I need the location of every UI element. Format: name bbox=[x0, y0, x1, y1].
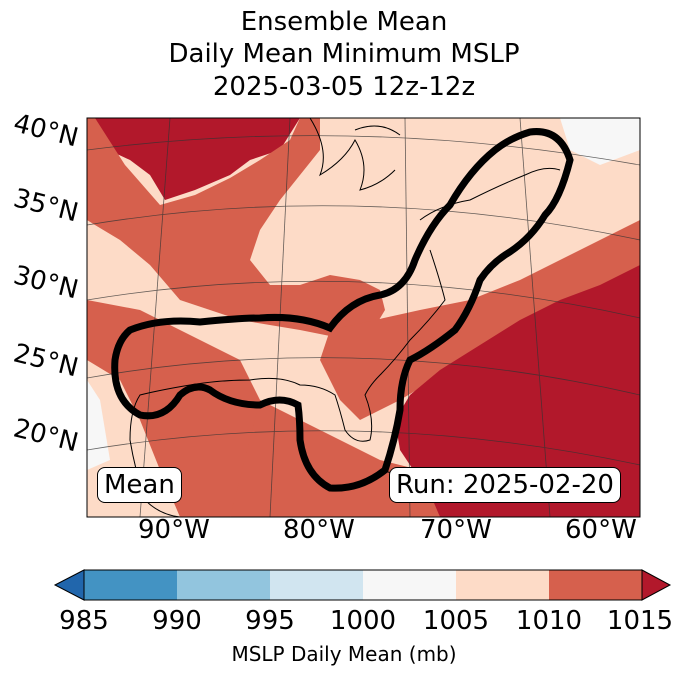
pressure-band-gulf bbox=[230, 400, 440, 517]
colorbar-bin-990-995 bbox=[177, 570, 270, 600]
lon-label-60w: 60°W bbox=[565, 515, 637, 545]
colorbar bbox=[53, 569, 672, 601]
pressure-neutral-northeast bbox=[560, 118, 640, 165]
colorbar-tick-985: 985 bbox=[59, 606, 109, 636]
colorbar-bin-1010-1015 bbox=[549, 570, 642, 600]
pressure-high-northwest bbox=[87, 118, 300, 200]
pressure-band-west bbox=[87, 118, 385, 340]
colorbar-bin-995-1000 bbox=[270, 570, 363, 600]
colorbar-tick-1005: 1005 bbox=[422, 606, 490, 636]
pressure-band-atlantic bbox=[320, 220, 640, 420]
colorbar-bin-1005-1010 bbox=[456, 570, 549, 600]
outlook-contour bbox=[111, 128, 574, 492]
map-frame bbox=[86, 117, 641, 518]
mean-label-box: Mean bbox=[97, 467, 182, 503]
colorbar-tick-995: 995 bbox=[245, 606, 295, 636]
colorbar-tick-990: 990 bbox=[152, 606, 202, 636]
colorbar-bin-985-990 bbox=[84, 570, 177, 600]
title-line-2: Daily Mean Minimum MSLP bbox=[168, 39, 520, 69]
run-date-box: Run: 2025-02-20 bbox=[389, 467, 621, 503]
lon-label-80w: 80°W bbox=[283, 515, 355, 545]
colorbar-over-arrow bbox=[641, 569, 672, 601]
title-line-3: 2025-03-05 12z-12z bbox=[212, 72, 476, 102]
colorbar-under-arrow bbox=[53, 569, 85, 601]
colorbar-frame bbox=[83, 569, 643, 601]
colorbar-label: MSLP Daily Mean (mb) bbox=[231, 642, 457, 666]
colorbar-tick-1015: 1015 bbox=[606, 606, 674, 636]
pressure-high-atlantic bbox=[395, 265, 640, 517]
colorbar-tick-1000: 1000 bbox=[329, 606, 397, 636]
colorbar-tick-1010: 1010 bbox=[515, 606, 583, 636]
lon-label-70w: 70°W bbox=[420, 515, 492, 545]
lon-label-90w: 90°W bbox=[138, 515, 210, 545]
title-line-1: Ensemble Mean bbox=[240, 7, 448, 37]
colorbar-bin-1000-1005 bbox=[363, 570, 456, 600]
